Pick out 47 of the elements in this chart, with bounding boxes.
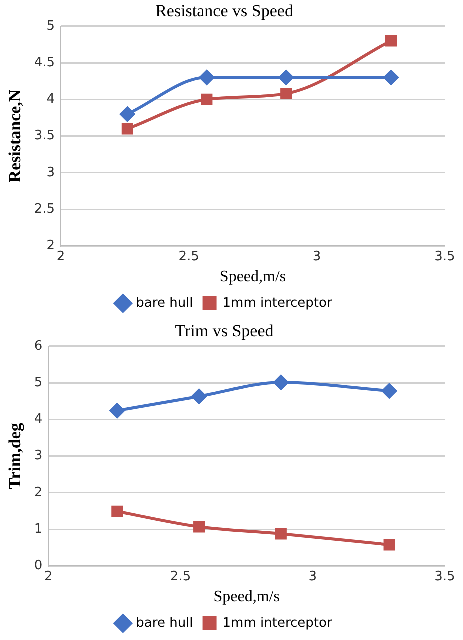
y-tick-label: 4	[34, 412, 43, 428]
y-tick-label: 0	[34, 558, 43, 574]
x-tick-label: 3	[312, 249, 322, 264]
point	[280, 88, 292, 100]
legend-label: 1mm interceptor	[222, 616, 333, 631]
x-tick-label: 2	[56, 249, 66, 264]
x-axis-title: Speed,m/s	[214, 588, 280, 606]
y-axis-title: Trim,deg	[6, 422, 25, 490]
point	[382, 384, 398, 399]
point	[275, 528, 287, 540]
point	[192, 389, 207, 404]
point	[384, 70, 399, 86]
point	[194, 521, 206, 533]
y-tick-label: 4	[46, 92, 56, 108]
y-tick-label: 3.5	[34, 128, 56, 144]
chart-title: Resistance vs Speed	[156, 2, 294, 21]
y-tick-label: 3	[34, 448, 43, 464]
x-tick-label: 3	[308, 569, 318, 584]
y-tick-label: 6	[34, 338, 43, 354]
chart-title: Trim vs Speed	[175, 322, 274, 341]
point	[201, 94, 213, 106]
point	[278, 70, 294, 86]
y-tick-label: 4.5	[34, 55, 56, 70]
y-tick-label: 5	[46, 18, 56, 34]
y-tick-label: 2.5	[34, 202, 56, 217]
point	[112, 506, 124, 518]
y-tick-label: 1	[34, 522, 43, 537]
y-axis-title: Resistance,N	[6, 89, 25, 183]
x-tick-label: 3.5	[434, 249, 456, 264]
y-tick-label: 2	[46, 238, 56, 254]
point	[120, 106, 136, 122]
y-tick-label: 2	[34, 485, 43, 500]
x-tick-label: 2.5	[170, 569, 192, 584]
point	[386, 35, 397, 47]
y-tick-label: 5	[34, 375, 43, 390]
legend-label: bare hull	[136, 616, 194, 631]
x-axis-title: Speed,m/s	[220, 268, 286, 286]
point	[274, 375, 289, 390]
point	[199, 70, 214, 86]
legend-label: bare hull	[136, 296, 194, 311]
point	[110, 403, 125, 418]
legend-label: 1mm interceptor	[222, 296, 333, 311]
x-tick-label: 3.5	[434, 569, 456, 584]
y-tick-label: 3	[46, 165, 56, 180]
point	[384, 539, 396, 551]
x-tick-label: 2.5	[178, 249, 200, 264]
point	[122, 123, 134, 135]
